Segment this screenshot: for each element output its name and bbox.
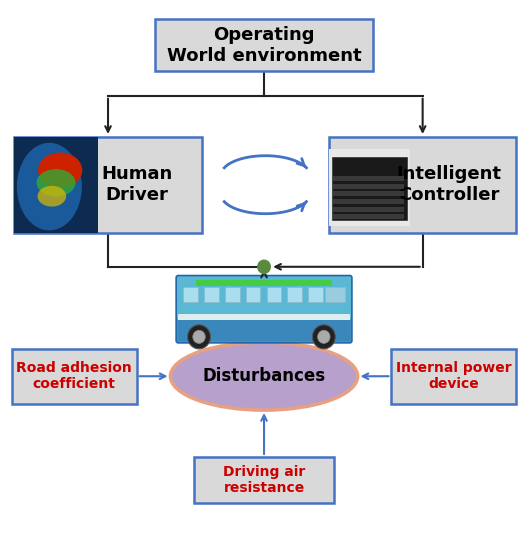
Text: Internal power
device: Internal power device (396, 361, 512, 392)
FancyBboxPatch shape (332, 157, 407, 221)
Circle shape (318, 330, 330, 343)
FancyBboxPatch shape (329, 137, 516, 233)
Bar (287, 287, 302, 303)
FancyBboxPatch shape (391, 349, 516, 404)
FancyBboxPatch shape (155, 19, 373, 71)
FancyBboxPatch shape (176, 276, 352, 343)
Ellipse shape (17, 143, 82, 230)
FancyBboxPatch shape (194, 457, 334, 503)
FancyBboxPatch shape (329, 149, 410, 226)
Ellipse shape (36, 169, 76, 196)
Text: Intelligent
Controller: Intelligent Controller (396, 166, 501, 204)
Bar (333, 184, 404, 189)
Text: Operating
World environment: Operating World environment (167, 26, 361, 64)
Text: Disturbances: Disturbances (202, 367, 326, 385)
Circle shape (313, 325, 335, 349)
Circle shape (193, 330, 205, 343)
FancyBboxPatch shape (12, 349, 137, 404)
FancyBboxPatch shape (14, 137, 98, 233)
Bar (204, 287, 219, 303)
Circle shape (258, 260, 270, 273)
Bar (333, 207, 404, 212)
Bar (196, 280, 332, 286)
Ellipse shape (171, 342, 357, 410)
Bar (333, 191, 404, 196)
Text: Driving air
resistance: Driving air resistance (223, 465, 305, 496)
Bar (333, 214, 404, 219)
FancyBboxPatch shape (177, 319, 351, 342)
Bar (267, 287, 281, 303)
Ellipse shape (37, 186, 66, 207)
Bar (333, 176, 404, 181)
Circle shape (187, 325, 211, 349)
Bar (246, 287, 260, 303)
Text: Human
Driver: Human Driver (101, 166, 172, 204)
Bar (325, 287, 345, 303)
Bar (225, 287, 240, 303)
Bar (333, 199, 404, 204)
Bar (308, 287, 323, 303)
Bar (178, 314, 350, 321)
Ellipse shape (38, 152, 82, 188)
Bar (183, 287, 198, 303)
Text: Road adhesion
coefficient: Road adhesion coefficient (16, 361, 132, 392)
FancyBboxPatch shape (14, 137, 202, 233)
